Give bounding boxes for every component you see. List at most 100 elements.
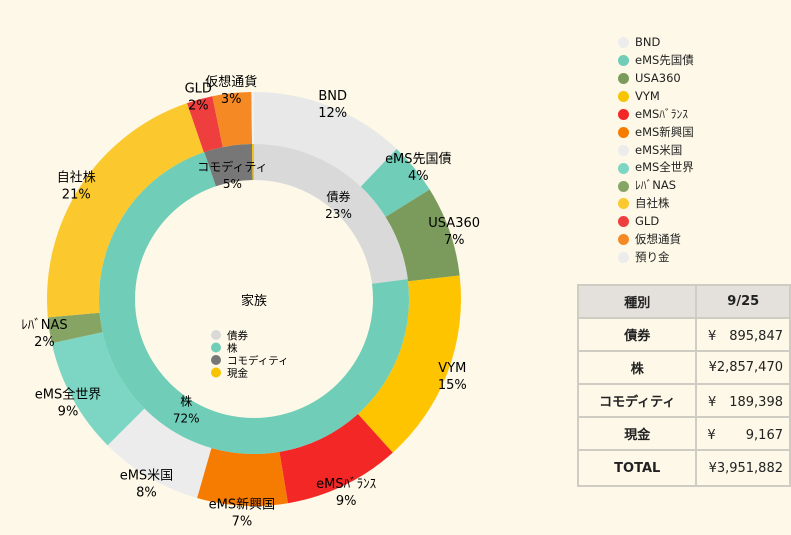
inner-legend-swatch-3: [211, 367, 221, 378]
legend-label-5: eMS新興国: [635, 124, 694, 139]
legend-label-12: 預り金: [635, 249, 670, 264]
legend-swatch-9: [618, 198, 629, 210]
outer-pct-7: 9%: [58, 405, 79, 420]
table-row: 現金 ¥ 9,167: [576, 416, 791, 451]
legend-label-7: eMS全世界: [635, 160, 694, 175]
outer-slice-10: [187, 96, 223, 153]
outer-pct-8: 2%: [34, 335, 55, 350]
outer-slice-4: [279, 414, 393, 504]
legend-item-9: 自社株: [618, 195, 694, 213]
outer-label-9: 自社株: [57, 169, 96, 185]
table-row: 債券 ¥ 895,847: [576, 317, 791, 352]
table-cell-value: ¥ 189,398: [695, 383, 791, 418]
legend-label-8: ﾚﾊﾞNAS: [635, 178, 677, 193]
legend-label-4: eMSﾊﾞﾗﾝｽ: [635, 106, 689, 121]
outer-slice-2: [385, 189, 460, 282]
legend-swatch-3: [618, 91, 629, 103]
outer-slice-8: [47, 312, 103, 344]
outer-pct-5: 7%: [232, 515, 253, 530]
outer-slice-3: [357, 275, 461, 453]
outer-slice-5: [197, 448, 288, 507]
outer-pct-2: 7%: [444, 233, 465, 248]
outer-label-3: VYM: [438, 361, 466, 376]
legend-item-0: BND: [618, 34, 694, 52]
outer-slice-1: [360, 148, 430, 218]
center-label: 家族: [241, 293, 267, 309]
inner-pct-1: 72%: [173, 412, 200, 426]
legend-item-12: 預り金: [618, 249, 694, 267]
legend-item-10: GLD: [618, 213, 694, 231]
outer-label-0: BND: [318, 89, 347, 104]
summary-table: 種別 9/25 債券 ¥ 895,847 株 ¥2,857,470 コモディティ…: [576, 284, 791, 487]
outer-slice-0: [254, 92, 397, 187]
table-row-total: TOTAL ¥3,951,882: [576, 449, 791, 487]
table-cell-category: 債券: [576, 317, 698, 352]
legend-item-8: ﾚﾊﾞNAS: [618, 177, 694, 195]
inner-slice-0: [254, 144, 408, 284]
table-cell-category: コモディティ: [576, 383, 698, 418]
outer-label-7: eMS全世界: [35, 387, 101, 403]
inner-legend-label-1: 株: [227, 342, 238, 355]
outer-labels: BND 12% eMS先国債 4% USA360 7% VYM 15% eMSﾊﾞﾗﾝｽ 9% eM…: [21, 74, 480, 529]
legend-label-11: 仮想通貨: [635, 231, 681, 246]
outer-pct-0: 12%: [318, 106, 347, 121]
legend-item-7: eMS全世界: [618, 159, 694, 177]
outer-pct-4: 9%: [336, 494, 357, 509]
outer-pct-11: 3%: [221, 92, 242, 107]
outer-label-6: eMS米国: [120, 469, 173, 484]
legend-item-1: eMS先国債: [618, 52, 694, 70]
outer-pct-3: 15%: [438, 378, 467, 393]
legend-swatch-4: [618, 109, 629, 120]
legend-label-10: GLD: [635, 214, 660, 229]
inner-slice-2: [204, 144, 253, 187]
legend-item-4: eMSﾊﾞﾗﾝｽ: [618, 106, 694, 124]
inner-legend-label-0: 債券: [227, 329, 248, 342]
inner-label-1: 株: [180, 394, 192, 409]
table-row: コモディティ ¥ 189,398: [576, 383, 791, 418]
outer-label-1: eMS先国債: [385, 152, 451, 167]
inner-legend-swatch-2: [211, 355, 221, 365]
legend-label-2: USA360: [635, 70, 681, 85]
legend-swatch-11: [618, 234, 629, 246]
outer-ring: [47, 92, 461, 507]
legend-swatch-10: [618, 216, 629, 228]
legend-swatch-6: [618, 144, 629, 156]
inner-ring: [99, 144, 409, 454]
outer-slice-12: [251, 92, 254, 145]
legend-item-3: VYM: [618, 88, 694, 106]
table-cell-value: ¥3,951,882: [695, 449, 791, 487]
legend-label-3: VYM: [635, 88, 660, 103]
inner-labels: 債券 23% 株 72% コモディティ 5%: [173, 159, 352, 426]
inner-pct-2: 5%: [223, 177, 242, 191]
inner-legend-swatch-0: [211, 330, 221, 340]
legend-swatch-12: [618, 252, 629, 264]
legend-swatch-7: [618, 162, 629, 174]
table-cell-category: 株: [576, 350, 698, 385]
legend-item-11: 仮想通貨: [618, 231, 694, 249]
outer-pct-6: 8%: [136, 486, 157, 501]
table-header-category: 種別: [576, 284, 698, 319]
legend-swatch-5: [618, 126, 629, 138]
inner-legend-label-2: コモディティ: [227, 354, 289, 367]
legend-label-6: eMS米国: [635, 142, 683, 157]
table-cell-category: TOTAL: [576, 449, 698, 487]
inner-label-0: 債券: [327, 189, 351, 204]
outer-pct-9: 21%: [62, 187, 91, 202]
outer-slice-9: [47, 103, 204, 318]
inner-slice-3: [252, 144, 254, 181]
outer-label-11: 仮想通貨: [205, 74, 257, 90]
table-cell-value: ¥ 9,167: [695, 416, 791, 451]
inner-pct-0: 23%: [325, 207, 352, 221]
outer-slice-7: [51, 332, 145, 446]
outer-slice-6: [107, 408, 212, 499]
legend-swatch-2: [618, 73, 629, 85]
outer-pct-1: 4%: [408, 169, 429, 184]
inner-label-2: コモディティ: [197, 159, 267, 174]
legend-label-9: 自社株: [635, 196, 670, 211]
outer-label-4: eMSﾊﾞﾗﾝｽ: [316, 477, 376, 492]
outer-pct-10: 2%: [188, 98, 209, 113]
table-header-date: 9/25: [695, 284, 791, 319]
legend-swatch-1: [618, 55, 629, 67]
table-cell-category: 現金: [576, 416, 698, 451]
